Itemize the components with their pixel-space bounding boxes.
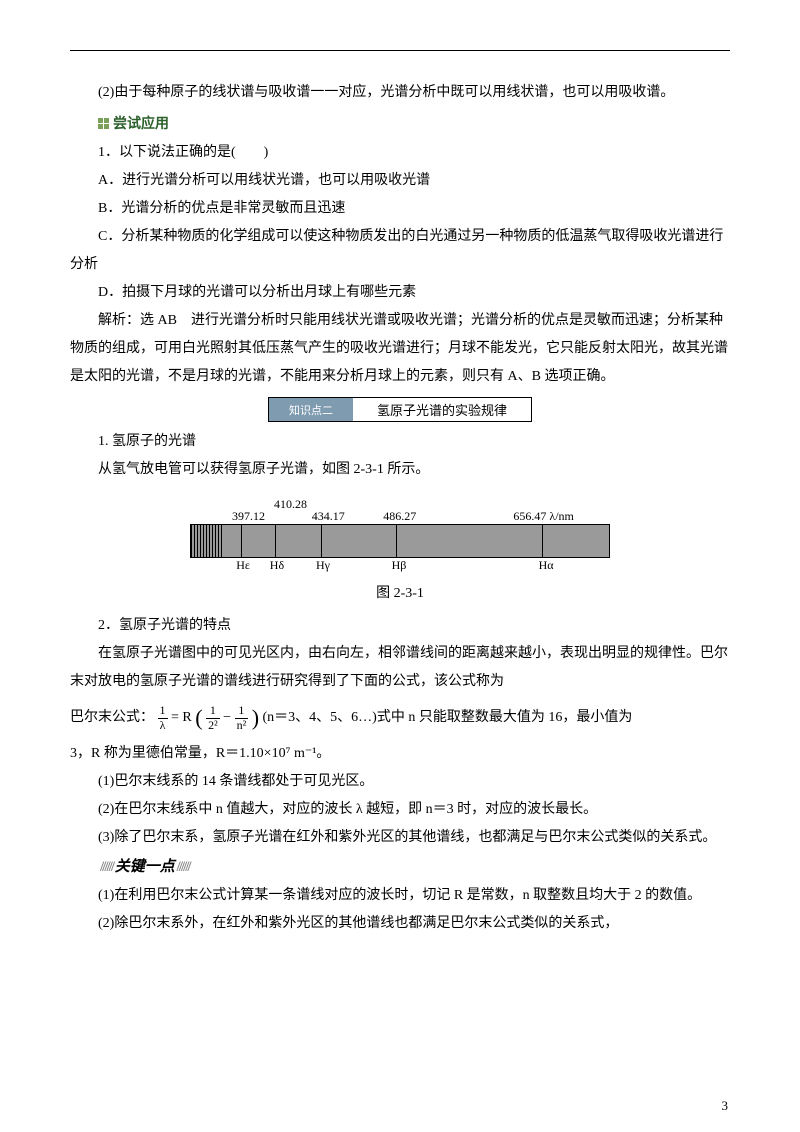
spectrum-label: 410.28	[274, 497, 307, 512]
spectrum-top-labels: 397.12 410.28 434.17 486.27 656.47 λ/nm	[190, 494, 610, 524]
keypoint-2: (2)除巴尔末系外，在红外和紫外光区的其他谱线也都满足巴尔末公式类似的关系式，	[70, 910, 730, 938]
equals-r: = R	[171, 710, 192, 725]
boxed-heading-right: 氢原子光谱的实验规律	[353, 398, 531, 421]
heading-2-p1: 在氢原子光谱图中的可见光区内，由右向左，相邻谱线间的距离越来越小，表现出明显的规…	[70, 640, 730, 696]
spectrum-label: 486.27	[383, 509, 416, 524]
lparen-icon: (	[195, 705, 202, 730]
spectrum-label: 397.12	[232, 509, 265, 524]
spectrum-figure: 397.12 410.28 434.17 486.27 656.47 λ/nm …	[70, 494, 730, 602]
rparen-icon: )	[252, 705, 259, 730]
spectrum-bottom-labels: Hε Hδ Hγ Hβ Hα	[190, 558, 610, 576]
page: (2)由于每种原子的线状谱与吸收谱一一对应，光谱分析中既可以用线状谱，也可以用吸…	[0, 0, 800, 1132]
keypoint-title: 关键一点	[70, 852, 730, 882]
spectrum-label: Hβ	[392, 558, 407, 573]
frac-1-over-4: 12²	[206, 704, 220, 731]
q1-option-b: B．光谱分析的优点是非常灵敏而且迅速	[70, 195, 730, 223]
bullet-2: (2)在巴尔末线系中 n 值越大，对应的波长 λ 越短，即 n＝3 时，对应的波…	[70, 796, 730, 824]
minus: −	[223, 710, 231, 725]
frac-1-over-lambda: 1λ	[158, 704, 168, 731]
spectrum-label: Hε	[236, 558, 250, 573]
heading-1: 1. 氢原子的光谱	[70, 428, 730, 456]
frac-1-over-n2: 1n²	[235, 704, 249, 731]
bullet-3: (3)除了巴尔末系，氢原子光谱在红外和紫外光区的其他谱线，也都满足与巴尔末公式类…	[70, 824, 730, 852]
formula-tail2: 3，R 称为里德伯常量，R＝1.10×10⁷ m⁻¹。	[70, 740, 730, 768]
bullet-1: (1)巴尔末线系的 14 条谱线都处于可见光区。	[70, 768, 730, 796]
page-top-rule	[70, 50, 730, 51]
section-try-apply: 尝试应用	[70, 113, 730, 133]
spectrum-dense-region	[191, 525, 223, 557]
spectrum-label: Hα	[539, 558, 554, 573]
section-dots-icon	[98, 118, 109, 129]
spectrum-label: 656.47 λ/nm	[513, 509, 574, 524]
heading-2: 2．氢原子光谱的特点	[70, 612, 730, 640]
heading-1-text: 从氢气放电管可以获得氢原子光谱，如图 2-3-1 所示。	[70, 456, 730, 484]
paragraph-intro: (2)由于每种原子的线状谱与吸收谱一一对应，光谱分析中既可以用线状谱，也可以用吸…	[70, 79, 730, 107]
spectrum-label: Hδ	[270, 558, 284, 573]
spectrum-bar	[190, 524, 610, 558]
spectrum-label: Hγ	[316, 558, 330, 573]
balmer-formula: 巴尔末公式： 1λ = R ( 12² − 1n² ) (n＝3、4、5、6…)…	[70, 696, 730, 740]
boxed-heading-left: 知识点二	[269, 398, 353, 421]
section-title: 尝试应用	[113, 113, 169, 133]
formula-prefix: 巴尔末公式：	[70, 710, 154, 725]
q1-option-c: C．分析某种物质的化学组成可以使这种物质发出的白光通过另一种物质的低温蒸气取得吸…	[70, 223, 730, 279]
q1-stem: 1．以下说法正确的是( )	[70, 139, 730, 167]
formula-tail1: (n＝3、4、5、6…)式中 n 只能取整数最大值为 16，最小值为	[263, 710, 633, 725]
boxed-heading: 知识点二 氢原子光谱的实验规律	[70, 397, 730, 422]
spectrum-label: 434.17	[312, 509, 345, 524]
keypoint-1: (1)在利用巴尔末公式计算某一条谱线对应的波长时，切记 R 是常数，n 取整数且…	[70, 882, 730, 910]
page-number: 3	[722, 1098, 729, 1114]
figure-caption: 图 2-3-1	[376, 582, 424, 602]
q1-option-a: A．进行光谱分析可以用线状光谱，也可以用吸收光谱	[70, 167, 730, 195]
q1-option-d: D．拍摄下月球的光谱可以分析出月球上有哪些元素	[70, 279, 730, 307]
q1-answer: 解析：选 AB 进行光谱分析时只能用线状光谱或吸收光谱；光谱分析的优点是灵敏而迅…	[70, 307, 730, 391]
